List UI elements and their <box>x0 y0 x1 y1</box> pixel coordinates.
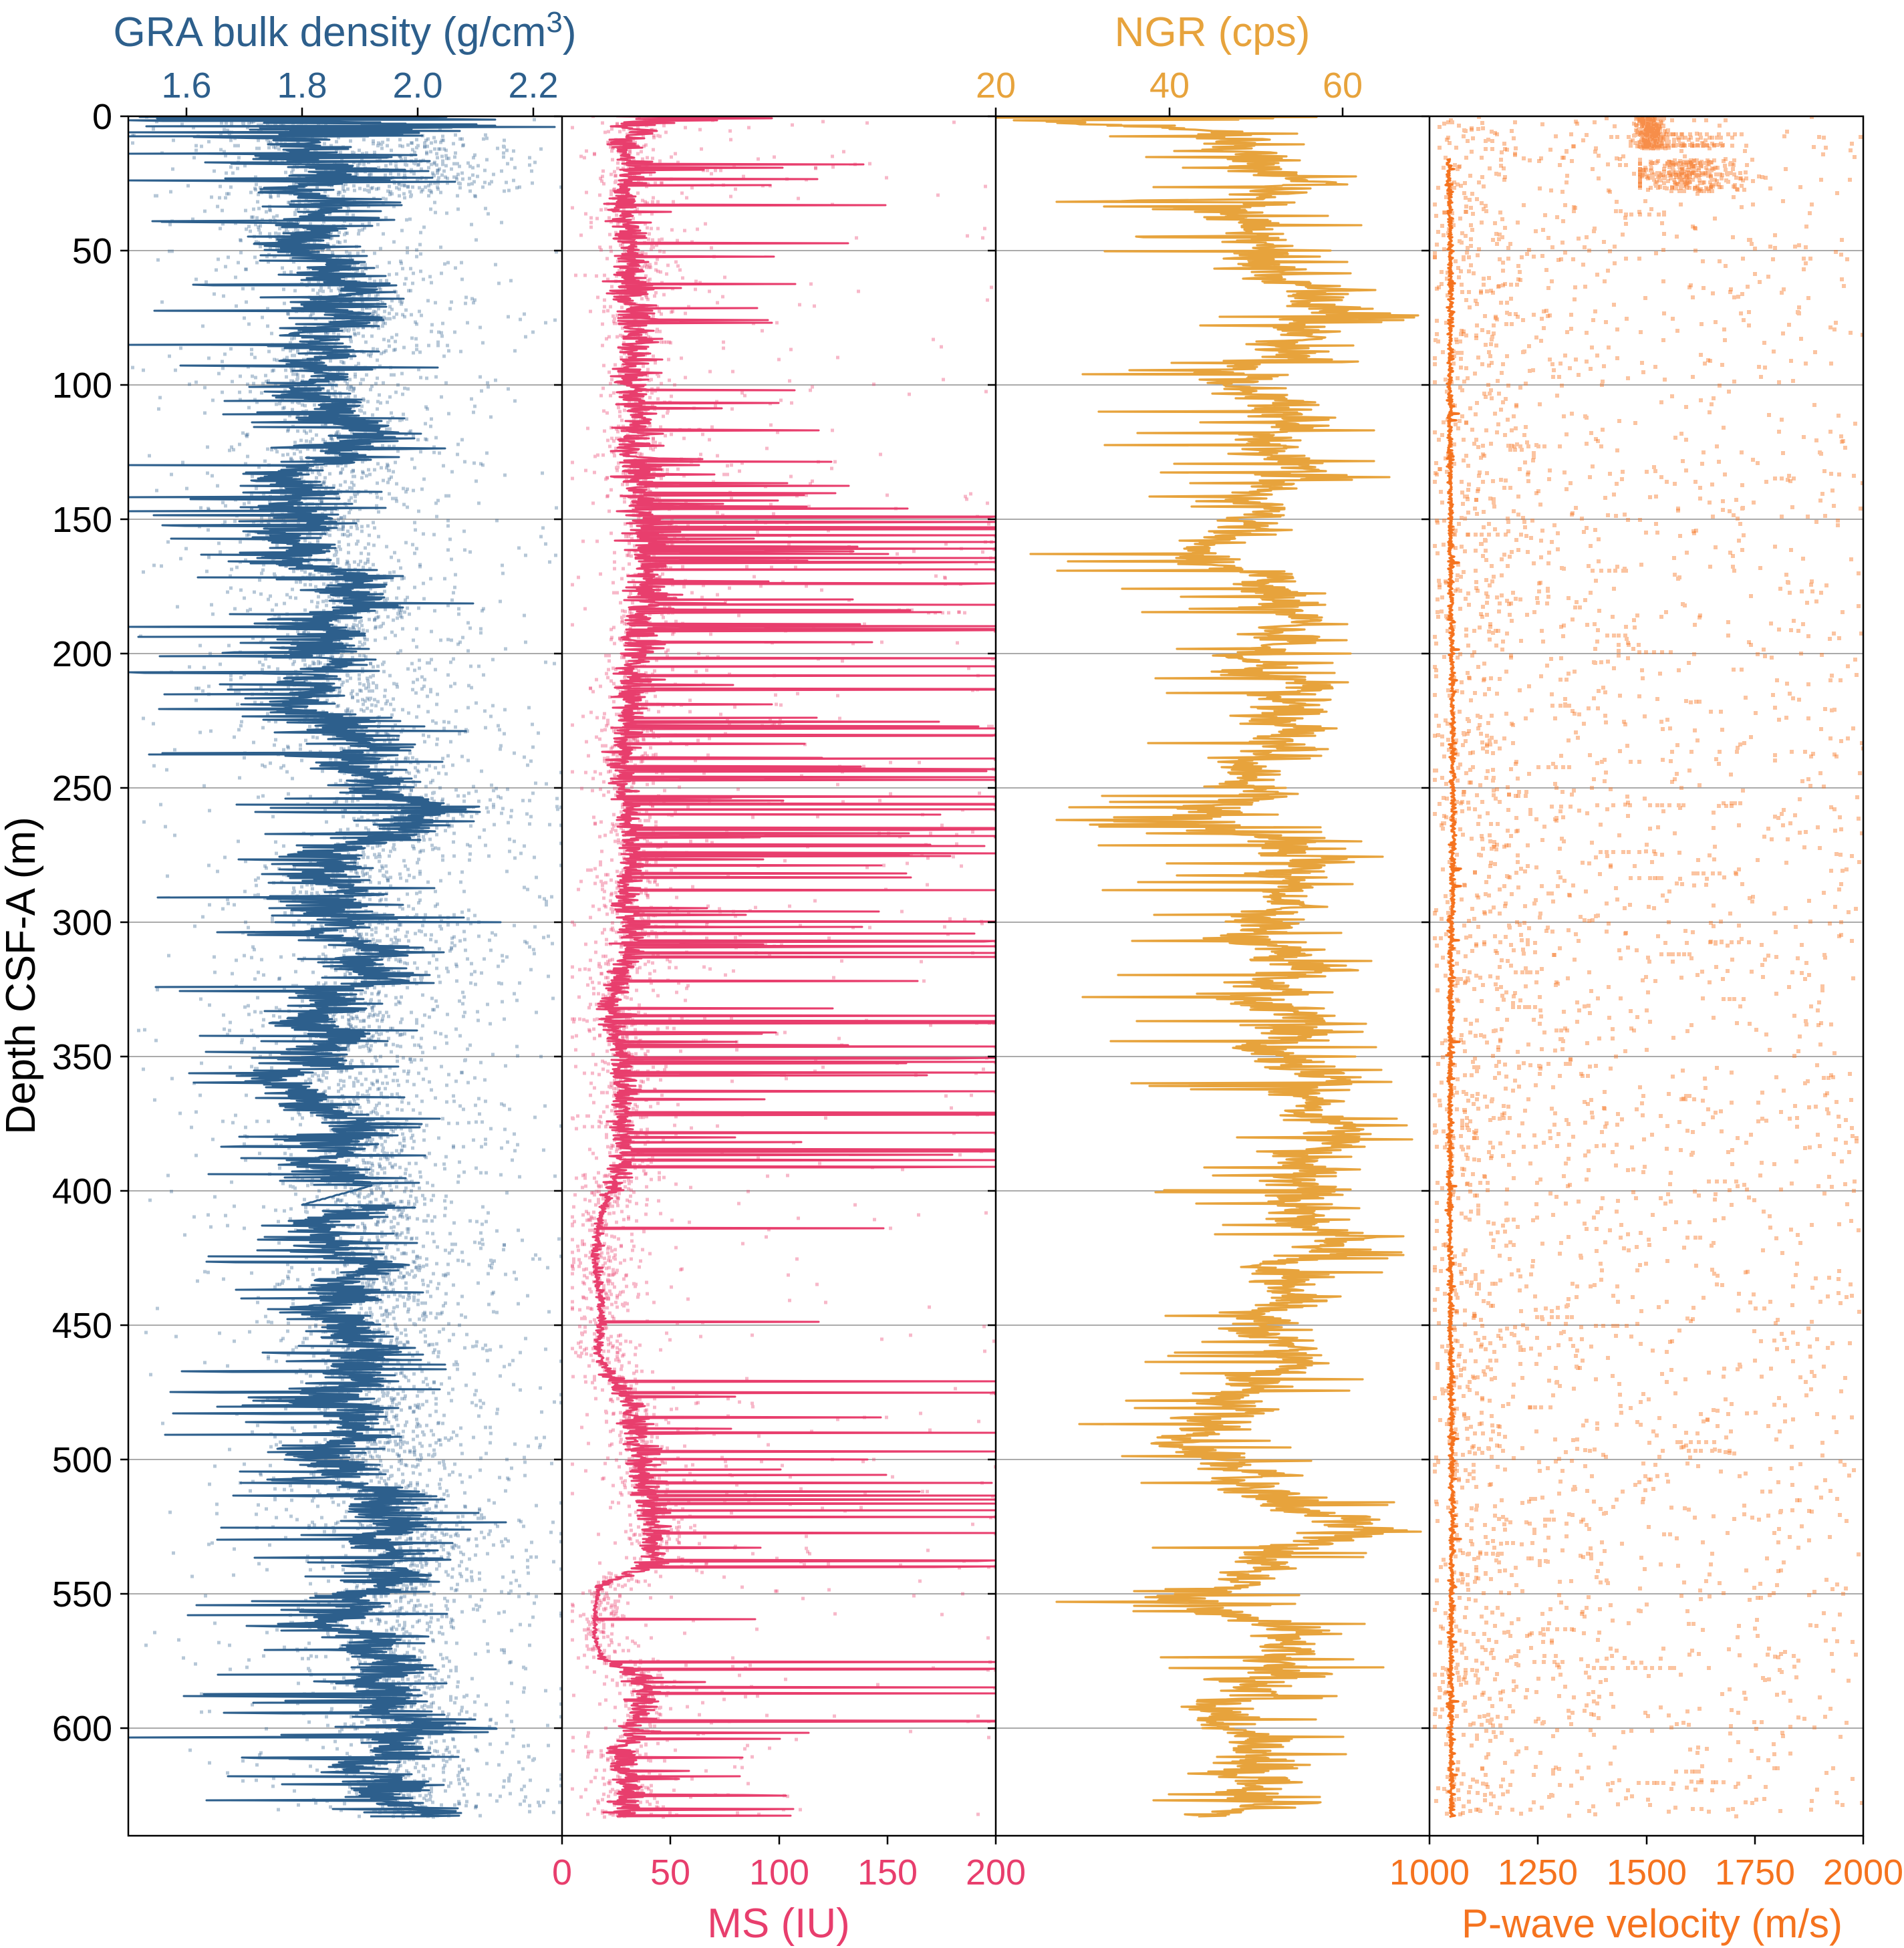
svg-text:50: 50 <box>72 231 112 271</box>
svg-text:0: 0 <box>92 97 112 137</box>
svg-text:GRA bulk density (g/cm3): GRA bulk density (g/cm3) <box>114 6 577 55</box>
svg-text:1000: 1000 <box>1389 1852 1470 1893</box>
svg-text:100: 100 <box>749 1852 809 1893</box>
svg-text:MS (IU): MS (IU) <box>707 1901 850 1947</box>
svg-text:1250: 1250 <box>1498 1852 1578 1893</box>
svg-text:450: 450 <box>52 1306 112 1346</box>
svg-text:2.0: 2.0 <box>392 65 442 106</box>
svg-text:NGR (cps): NGR (cps) <box>1115 9 1311 55</box>
svg-text:200: 200 <box>52 634 112 674</box>
svg-text:P-wave velocity (m/s): P-wave velocity (m/s) <box>1462 1901 1843 1946</box>
svg-text:300: 300 <box>52 903 112 943</box>
svg-text:1750: 1750 <box>1715 1852 1795 1893</box>
svg-text:1.8: 1.8 <box>277 65 327 106</box>
svg-text:500: 500 <box>52 1440 112 1480</box>
svg-text:400: 400 <box>52 1171 112 1212</box>
svg-text:100: 100 <box>52 366 112 406</box>
svg-text:150: 150 <box>857 1852 918 1893</box>
svg-text:2.2: 2.2 <box>508 65 558 106</box>
svg-text:550: 550 <box>52 1574 112 1615</box>
svg-text:0: 0 <box>552 1852 572 1893</box>
svg-text:60: 60 <box>1323 65 1363 106</box>
svg-text:150: 150 <box>52 500 112 540</box>
svg-text:200: 200 <box>966 1852 1026 1893</box>
svg-text:20: 20 <box>976 65 1016 106</box>
svg-text:50: 50 <box>650 1852 690 1893</box>
svg-text:600: 600 <box>52 1709 112 1749</box>
svg-text:40: 40 <box>1149 65 1190 106</box>
svg-text:2000: 2000 <box>1823 1852 1903 1893</box>
svg-text:1.6: 1.6 <box>161 65 211 106</box>
svg-text:250: 250 <box>52 769 112 809</box>
svg-text:Depth CSF-A (m): Depth CSF-A (m) <box>0 817 44 1134</box>
svg-text:1500: 1500 <box>1607 1852 1687 1893</box>
svg-text:350: 350 <box>52 1037 112 1077</box>
